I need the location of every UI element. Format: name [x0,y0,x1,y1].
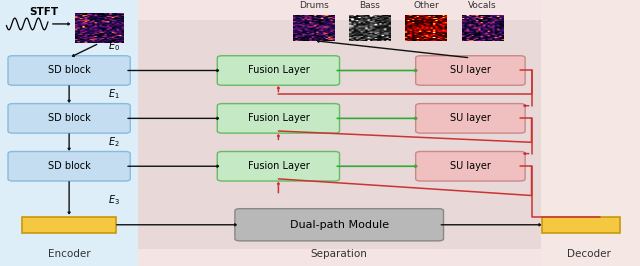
Text: $E_3$: $E_3$ [108,193,120,207]
Text: $E_1$: $E_1$ [108,88,119,101]
Text: Encoder: Encoder [48,249,90,259]
Text: SU layer: SU layer [450,65,491,76]
Text: $E_2$: $E_2$ [108,135,119,149]
FancyBboxPatch shape [8,56,131,85]
Text: Other: Other [413,1,439,10]
Text: Vocals: Vocals [468,1,497,10]
FancyBboxPatch shape [543,217,620,233]
FancyBboxPatch shape [8,152,131,181]
FancyBboxPatch shape [138,20,541,249]
Text: Decoder: Decoder [567,249,611,259]
Text: SU layer: SU layer [450,161,491,171]
Text: $E_0$: $E_0$ [108,40,120,53]
FancyBboxPatch shape [416,104,525,133]
Text: SD block: SD block [48,161,90,171]
FancyBboxPatch shape [218,56,339,85]
Text: SD block: SD block [48,65,90,76]
FancyBboxPatch shape [0,0,138,266]
FancyBboxPatch shape [8,104,131,133]
FancyBboxPatch shape [416,152,525,181]
Text: Bass: Bass [360,1,380,10]
Text: SD block: SD block [48,113,90,123]
Text: Drums: Drums [299,1,328,10]
Text: Dual-path Module: Dual-path Module [290,220,388,230]
Text: Fusion Layer: Fusion Layer [248,113,309,123]
FancyBboxPatch shape [541,0,640,266]
Text: SU layer: SU layer [450,113,491,123]
FancyBboxPatch shape [138,0,541,266]
FancyBboxPatch shape [416,56,525,85]
FancyBboxPatch shape [235,209,444,241]
FancyBboxPatch shape [218,104,339,133]
FancyBboxPatch shape [22,217,116,233]
Text: Separation: Separation [311,249,367,259]
Text: Fusion Layer: Fusion Layer [248,161,309,171]
FancyBboxPatch shape [218,152,339,181]
Text: Fusion Layer: Fusion Layer [248,65,309,76]
Text: STFT: STFT [29,7,58,17]
